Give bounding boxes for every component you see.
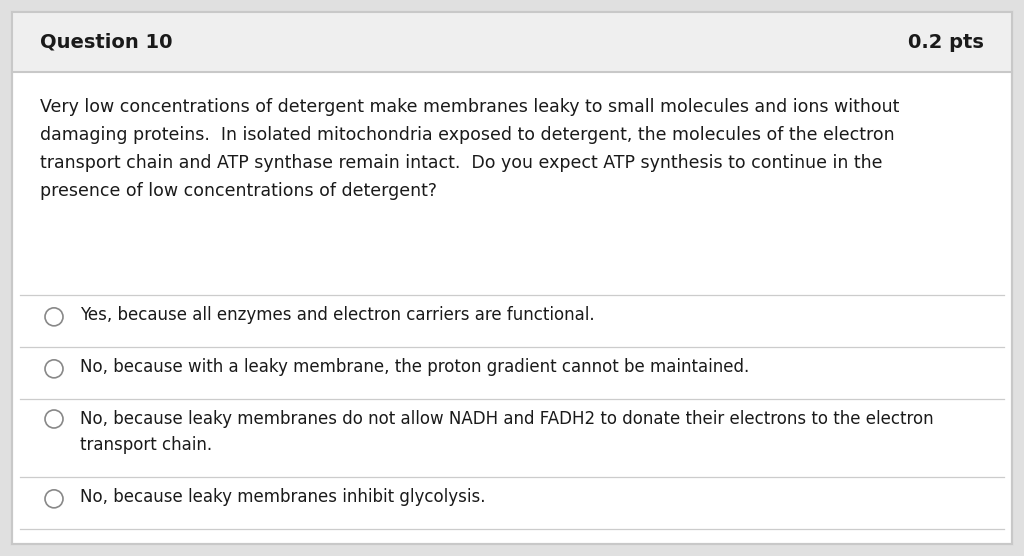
Text: No, because leaky membranes inhibit glycolysis.: No, because leaky membranes inhibit glyc… [80, 488, 485, 506]
Text: Question 10: Question 10 [40, 32, 172, 52]
Text: Yes, because all enzymes and electron carriers are functional.: Yes, because all enzymes and electron ca… [80, 306, 595, 324]
Text: 0.2 pts: 0.2 pts [908, 32, 984, 52]
Text: presence of low concentrations of detergent?: presence of low concentrations of deterg… [40, 182, 437, 200]
Bar [12, 12, 1012, 72]
Text: damaging proteins.  In isolated mitochondria exposed to detergent, the molecules: damaging proteins. In isolated mitochond… [40, 126, 895, 144]
Text: transport chain and ATP synthase remain intact.  Do you expect ATP synthesis to : transport chain and ATP synthase remain … [40, 154, 883, 172]
Text: transport chain.: transport chain. [80, 436, 212, 454]
Text: Very low concentrations of detergent make membranes leaky to small molecules and: Very low concentrations of detergent mak… [40, 98, 899, 116]
Text: No, because with a leaky membrane, the proton gradient cannot be maintained.: No, because with a leaky membrane, the p… [80, 358, 750, 376]
Text: No, because leaky membranes do not allow NADH and FADH2 to donate their electron: No, because leaky membranes do not allow… [80, 410, 934, 428]
